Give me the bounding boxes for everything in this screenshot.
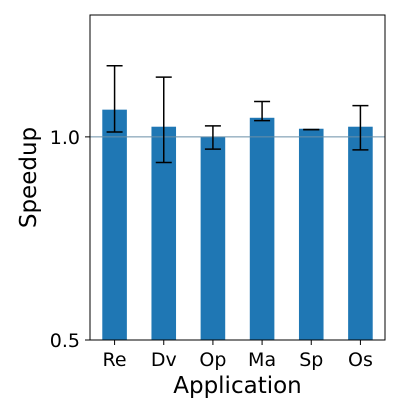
x-axis-ticks: Re Dv Op Ma Sp Os bbox=[103, 340, 373, 371]
error-bar-op bbox=[204, 125, 221, 150]
x-tick-label: Op bbox=[199, 349, 226, 371]
y-axis-ticks: 0.5 1.0 bbox=[50, 127, 90, 352]
error-bars-group bbox=[106, 65, 369, 164]
y-axis-title: Speedup bbox=[16, 127, 42, 228]
x-tick-label: Dv bbox=[151, 349, 177, 371]
y-tick-label: 1.0 bbox=[50, 127, 80, 149]
x-tick-label: Sp bbox=[299, 349, 323, 371]
x-tick-label: Os bbox=[348, 349, 373, 371]
x-tick-label: Re bbox=[103, 349, 127, 371]
y-tick-label: 0.5 bbox=[50, 330, 80, 352]
x-axis-title: Application bbox=[173, 373, 302, 399]
bar-os bbox=[348, 126, 373, 340]
bar-re bbox=[102, 109, 127, 340]
error-bar-os bbox=[352, 104, 369, 151]
error-bar-dv bbox=[155, 76, 172, 164]
bar-sp bbox=[298, 128, 324, 340]
error-bar-ma bbox=[254, 100, 271, 122]
bar-op bbox=[200, 136, 226, 340]
bars-group bbox=[102, 109, 373, 340]
bar-ma bbox=[249, 117, 275, 340]
error-bar-re bbox=[106, 65, 123, 133]
x-tick-label: Ma bbox=[248, 349, 276, 371]
plot-frame bbox=[89, 14, 386, 341]
